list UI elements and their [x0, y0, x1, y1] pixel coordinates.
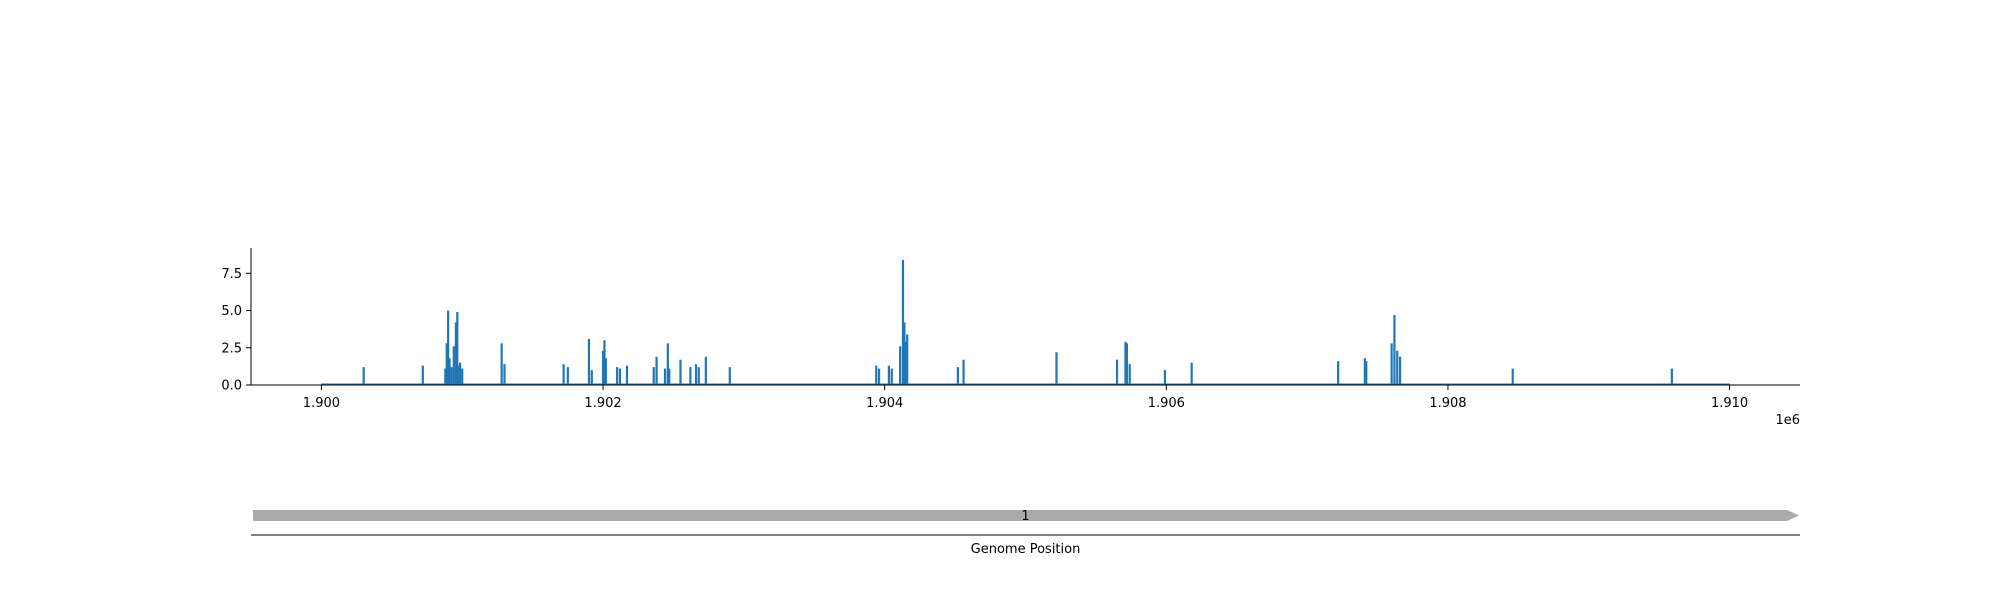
y-axis-ticks: 0.0 2.5 5.0 7.5	[221, 267, 251, 394]
x-tick-label: 1.910	[1711, 396, 1748, 411]
x-tick-label: 1.906	[1148, 396, 1185, 411]
x-tick-label: 1.902	[584, 396, 621, 411]
gene-track: 1 Genome Position	[251, 509, 1800, 557]
y-tick-label: 7.5	[221, 267, 242, 282]
x-axis-offset-label: 1e6	[1775, 413, 1800, 428]
gene-arrow	[253, 510, 1799, 521]
gene-arrow-label: 1	[1021, 509, 1029, 524]
x-axis-ticks: 1.900 1.902 1.904 1.906 1.908 1.910	[303, 385, 1748, 411]
x-tick-label: 1.900	[303, 396, 340, 411]
x-tick-label: 1.904	[866, 396, 903, 411]
coverage-plot: 0.02.55.07.5 1.900 1.902 1.904 1.906 1.908 1.…	[221, 248, 1800, 428]
y-tick-label: 0.0	[221, 379, 242, 394]
coverage-spikes	[362, 259, 1673, 385]
y-tick-label: 5.0	[221, 304, 242, 319]
x-tick-label: 1.908	[1429, 396, 1466, 411]
x-axis-title: Genome Position	[971, 542, 1081, 557]
y-tick-label: 2.5	[221, 341, 242, 356]
